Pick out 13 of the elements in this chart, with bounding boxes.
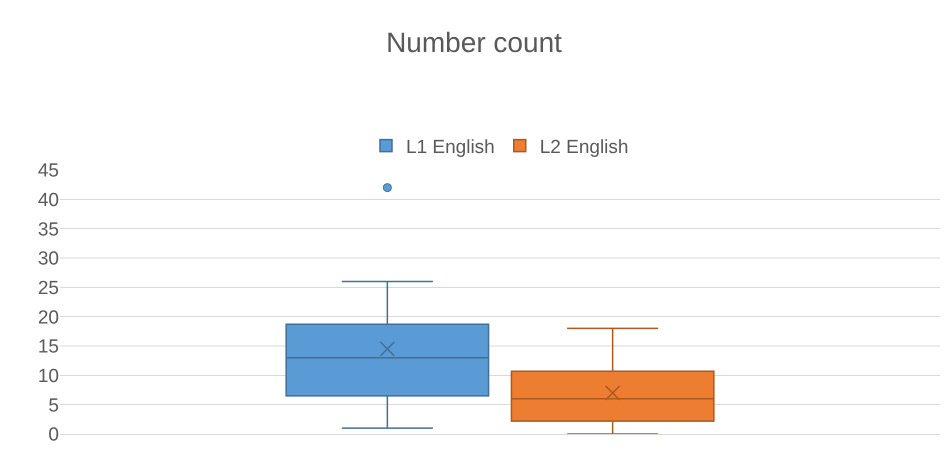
y-tick-label: 0 xyxy=(48,424,59,446)
y-tick-label: 20 xyxy=(38,307,59,328)
y-tick-label: 30 xyxy=(38,248,59,270)
y-tick-label: 5 xyxy=(48,395,59,416)
y-tick-label: 40 xyxy=(38,190,59,211)
y-tick-label: 35 xyxy=(38,219,59,240)
y-tick-label: 10 xyxy=(38,366,59,387)
legend-label: L1 English xyxy=(406,136,495,158)
y-tick-label: 25 xyxy=(38,278,59,299)
chart-title: Number count xyxy=(386,26,562,58)
y-tick-label: 45 xyxy=(38,160,59,182)
y-tick-label: 15 xyxy=(38,336,59,358)
legend-label: L2 English xyxy=(540,136,628,158)
